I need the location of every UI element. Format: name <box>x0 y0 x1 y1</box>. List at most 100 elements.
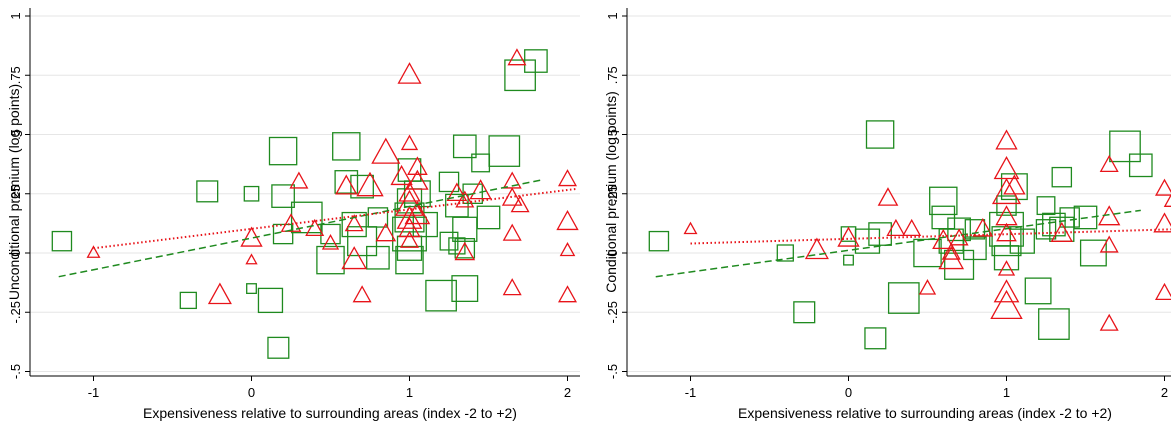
y-tick-label: .25 <box>605 185 620 203</box>
square-point <box>267 336 290 359</box>
triangle-point <box>352 285 372 303</box>
triangle-point <box>344 214 364 232</box>
square-point <box>268 136 298 166</box>
square-point <box>290 201 323 234</box>
square-point <box>793 301 816 324</box>
square-point <box>864 327 887 350</box>
triangle-point <box>557 169 578 187</box>
square-point <box>451 275 479 303</box>
triangle-point <box>1099 235 1119 253</box>
square-point <box>396 235 423 261</box>
square-point <box>854 228 881 254</box>
x-tick-label: 0 <box>248 385 255 400</box>
triangle-point <box>390 164 413 186</box>
square-point <box>366 245 390 270</box>
square-point <box>454 238 476 259</box>
triangle-point <box>397 62 422 84</box>
triangle-point <box>557 285 578 303</box>
square-point <box>179 291 197 310</box>
x-axis-label: Expensiveness relative to surrounding ar… <box>143 405 517 421</box>
square-point <box>367 207 389 228</box>
triangle-point <box>902 218 922 236</box>
y-tick-label: 1 <box>8 12 23 19</box>
triangle-point <box>502 278 522 296</box>
triangle-point <box>446 182 468 202</box>
square-point <box>1036 196 1056 216</box>
triangle-point <box>404 201 431 225</box>
square-point <box>471 153 491 173</box>
triangle-point <box>918 279 937 295</box>
fit-line-dotted <box>93 188 576 250</box>
triangle-point <box>400 134 419 151</box>
triangle-point <box>938 246 965 270</box>
square-point <box>1000 173 1028 201</box>
triangle-point <box>455 190 475 208</box>
triangle-point <box>407 156 428 175</box>
square-point <box>1024 277 1052 305</box>
triangle-point <box>502 223 522 241</box>
square-point <box>246 283 257 295</box>
square-point <box>524 49 548 73</box>
square-point <box>257 287 284 314</box>
grid-lines <box>30 15 580 372</box>
square-point <box>944 249 975 280</box>
triangle-point <box>1154 178 1171 196</box>
triangle-point <box>941 242 961 260</box>
triangle-point <box>398 181 421 202</box>
square-point <box>1038 308 1070 340</box>
y-tick-label: -.25 <box>8 301 23 323</box>
square-point <box>452 216 478 242</box>
y-tick-label: .25 <box>8 185 23 203</box>
square-point <box>1042 212 1066 237</box>
scatter-points <box>51 48 579 359</box>
square-point <box>320 223 341 245</box>
y-tick-label: .5 <box>605 129 620 140</box>
y-tick-label: 0 <box>605 249 620 256</box>
triangle-point <box>371 137 401 164</box>
square-point <box>196 180 219 203</box>
square-point <box>648 230 670 252</box>
square-point <box>1059 207 1080 228</box>
square-point <box>843 254 854 266</box>
x-tick-label: 1 <box>406 385 413 400</box>
triangle-point <box>289 171 309 189</box>
square-point <box>271 184 295 208</box>
y-axis-label: Unconditional premium (log points) <box>6 84 22 300</box>
triangle-point <box>886 218 906 236</box>
square-point <box>996 195 1017 216</box>
triangle-point <box>280 213 302 232</box>
fit-line-dashed <box>58 178 544 278</box>
triangle-point <box>507 48 527 66</box>
triangle-point <box>396 205 423 229</box>
triangle-point <box>454 241 476 261</box>
y-axis-label: Conditional premium (log points) <box>603 91 619 293</box>
triangle-point <box>207 282 232 305</box>
square-point <box>929 186 958 216</box>
square-point <box>947 217 971 242</box>
fit-line-dotted <box>690 228 1171 245</box>
grid-lines <box>627 15 1171 372</box>
triangle-point <box>1099 154 1119 173</box>
square-point <box>1109 130 1141 163</box>
square-point <box>1051 166 1073 188</box>
square-point <box>452 134 477 159</box>
x-tick-label: -1 <box>685 385 697 400</box>
square-point <box>243 185 260 202</box>
y-tick-label: -.25 <box>605 301 620 323</box>
triangle-point <box>990 289 1023 320</box>
y-tick-label: -.5 <box>8 364 23 379</box>
y-tick-label: -.5 <box>605 364 620 379</box>
y-tick-label: .75 <box>605 66 620 84</box>
triangle-point <box>375 222 397 242</box>
square-point <box>272 223 294 245</box>
triangle-point <box>949 228 969 246</box>
triangle-point <box>469 179 492 200</box>
triangle-point <box>1163 193 1171 207</box>
scatter-points <box>648 120 1171 350</box>
square-point <box>993 245 1020 271</box>
triangle-point <box>1003 174 1026 195</box>
x-tick-label: 2 <box>1161 385 1168 400</box>
y-tick-label: 1 <box>605 12 620 19</box>
triangle-point <box>305 218 325 236</box>
left-scatter-panel: -.5 -.25 0 .25 .5 .75 1 -1 0 1 2 Expensiveness rel… <box>6 8 580 421</box>
